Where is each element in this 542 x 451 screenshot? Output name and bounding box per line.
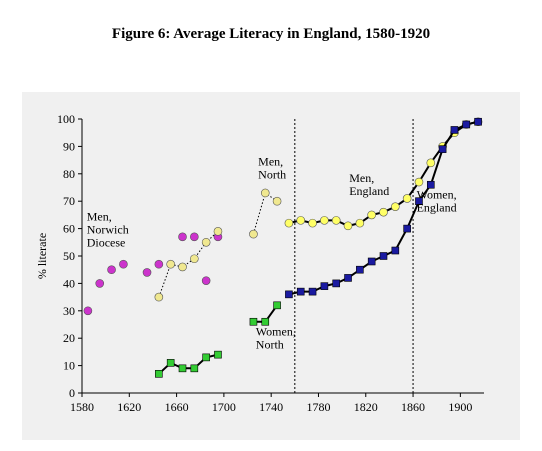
y-tick-label: 50 bbox=[63, 249, 75, 263]
data-point-women-north bbox=[166, 359, 175, 367]
data-point-men-norwich-diocese bbox=[190, 232, 199, 242]
data-point-women-north bbox=[273, 301, 281, 310]
data-point-men-north bbox=[272, 196, 282, 206]
y-tick-label: 80 bbox=[63, 167, 75, 181]
data-point-men-norwich-diocese bbox=[119, 259, 128, 269]
data-point-women-england bbox=[344, 274, 352, 282]
data-point-men-england bbox=[414, 177, 424, 187]
data-point-women-england bbox=[403, 224, 411, 233]
chart-panel: 0 10 20 30 40 50 60 70 80 90 100 1580 1620 1660 1700 17… bbox=[22, 92, 520, 440]
data-point-men-england bbox=[296, 216, 306, 225]
series-label-men-england: Men, England bbox=[349, 171, 389, 198]
data-point-men-north bbox=[166, 259, 175, 269]
data-point-men-norwich-diocese bbox=[83, 306, 93, 316]
data-point-men-north bbox=[178, 262, 187, 272]
data-point-women-england bbox=[332, 279, 341, 288]
data-point-men-england bbox=[320, 216, 329, 225]
x-tick-label: 1580 bbox=[70, 400, 94, 414]
data-point-women-england bbox=[308, 287, 317, 296]
data-point-men-england bbox=[379, 207, 388, 217]
series-label-women-north: Women, North bbox=[256, 324, 296, 351]
data-point-women-north bbox=[249, 317, 258, 326]
data-point-women-england bbox=[367, 257, 376, 266]
x-tick-label: 1900 bbox=[448, 400, 472, 414]
data-point-women-england bbox=[285, 290, 293, 299]
y-tick-label: 70 bbox=[63, 194, 75, 208]
figure-title: Figure 6: Average Literacy in England, 1… bbox=[111, 26, 431, 42]
data-point-women-england bbox=[379, 252, 388, 260]
line-chart: 0 10 20 30 40 50 60 70 80 90 100 1580 1620 1660 1700 17… bbox=[35, 112, 484, 414]
data-point-women-england bbox=[320, 282, 329, 290]
data-point-men-england bbox=[391, 202, 400, 211]
data-point-women-england bbox=[415, 197, 423, 205]
data-point-women-england bbox=[391, 246, 400, 255]
data-point-women-north bbox=[202, 353, 210, 362]
data-point-men-england bbox=[308, 218, 317, 228]
x-tick-label: 1740 bbox=[259, 400, 283, 414]
data-point-women-north bbox=[155, 370, 163, 378]
data-point-men-norwich-diocese bbox=[142, 268, 152, 277]
data-point-women-england bbox=[356, 265, 364, 274]
data-point-men-england bbox=[426, 158, 436, 168]
data-point-women-england bbox=[296, 287, 305, 296]
y-tick-label: 90 bbox=[63, 139, 75, 153]
x-tick-label: 1660 bbox=[165, 400, 189, 414]
data-point-men-england bbox=[367, 210, 376, 220]
y-tick-label: 60 bbox=[63, 222, 75, 236]
data-point-men-north bbox=[260, 188, 270, 198]
x-tick-label: 1780 bbox=[306, 400, 330, 414]
data-point-men-england bbox=[402, 194, 412, 203]
series-label-men-norwich-diocese: Men, Norwich Diocese bbox=[87, 209, 129, 249]
data-point-men-norwich-diocese bbox=[201, 276, 211, 285]
data-point-men-norwich-diocese bbox=[178, 232, 187, 242]
series-label-women-england: Women, England bbox=[417, 187, 457, 214]
x-tick-label: 1820 bbox=[354, 400, 378, 414]
data-point-women-north bbox=[178, 364, 187, 373]
data-point-men-north bbox=[190, 254, 199, 264]
data-point-women-north bbox=[214, 350, 222, 359]
data-point-women-england bbox=[426, 180, 435, 189]
data-point-men-norwich-diocese bbox=[154, 259, 164, 269]
data-point-women-england bbox=[474, 117, 482, 126]
data-point-men-norwich-diocese bbox=[107, 265, 116, 274]
data-point-men-england bbox=[331, 216, 341, 225]
x-tick-label: 1620 bbox=[117, 400, 141, 414]
data-point-men-north bbox=[249, 229, 258, 239]
data-point-women-england bbox=[438, 145, 447, 153]
data-point-men-england bbox=[355, 218, 365, 228]
x-tick-label: 1860 bbox=[401, 400, 425, 414]
y-tick-label: 100 bbox=[57, 112, 75, 126]
data-point-men-north bbox=[201, 238, 211, 247]
y-tick-label: 0 bbox=[69, 386, 75, 400]
y-tick-label: 10 bbox=[63, 359, 75, 373]
y-tick-label: 20 bbox=[63, 331, 75, 345]
data-point-men-england bbox=[284, 218, 294, 228]
data-point-men-england bbox=[343, 221, 353, 231]
data-point-men-north bbox=[154, 292, 164, 302]
data-point-men-norwich-diocese bbox=[95, 279, 105, 288]
data-point-women-north bbox=[261, 317, 270, 326]
data-point-women-england bbox=[462, 120, 471, 129]
x-tick-label: 1700 bbox=[212, 400, 236, 414]
data-point-women-england bbox=[450, 126, 459, 134]
y-tick-label: 40 bbox=[63, 276, 75, 290]
data-point-women-north bbox=[190, 364, 199, 373]
y-tick-label: 30 bbox=[63, 304, 75, 318]
series-label-men-north: Men, North bbox=[258, 155, 286, 182]
data-point-men-north bbox=[213, 227, 223, 236]
y-axis-label: % literate bbox=[35, 233, 49, 279]
